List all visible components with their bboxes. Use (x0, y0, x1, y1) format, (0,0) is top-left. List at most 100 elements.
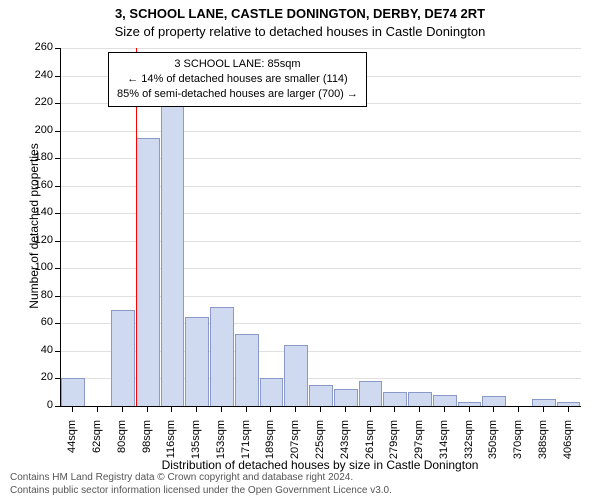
y-tick (55, 268, 60, 269)
annotation-line-3: 85% of semi-detached houses are larger (… (117, 87, 358, 102)
footnote-line-2: Contains public sector information licen… (10, 485, 590, 498)
footnote: Contains HM Land Registry data © Crown c… (10, 472, 590, 497)
bar (185, 317, 209, 407)
bar (334, 389, 358, 406)
x-tick (543, 407, 544, 412)
x-tick (221, 407, 222, 412)
footnote-line-1: Contains HM Land Registry data © Crown c… (10, 472, 590, 485)
y-tick (55, 213, 60, 214)
y-tick-label: 200 (25, 124, 53, 136)
x-tick-label: 350sqm (487, 420, 499, 468)
x-tick (72, 407, 73, 412)
x-tick-label: 370sqm (512, 420, 524, 468)
x-tick (196, 407, 197, 412)
x-tick (295, 407, 296, 412)
bar (210, 307, 234, 406)
x-tick-label: 116sqm (165, 420, 177, 468)
y-tick-label: 120 (25, 234, 53, 246)
x-tick (171, 407, 172, 412)
x-tick (97, 407, 98, 412)
x-tick (370, 407, 371, 412)
bar (458, 402, 482, 406)
x-tick (394, 407, 395, 412)
x-tick (270, 407, 271, 412)
bar (532, 399, 556, 406)
y-tick-label: 240 (25, 69, 53, 81)
y-tick-label: 60 (25, 316, 53, 328)
x-tick-label: 279sqm (388, 420, 400, 468)
x-tick (493, 407, 494, 412)
y-tick (55, 378, 60, 379)
bar (309, 385, 333, 406)
y-tick (55, 186, 60, 187)
x-tick-label: 388sqm (537, 420, 549, 468)
bar (482, 396, 506, 406)
bar (284, 345, 308, 406)
x-tick (444, 407, 445, 412)
y-tick-label: 20 (25, 371, 53, 383)
x-tick-label: 80sqm (116, 420, 128, 468)
x-tick-label: 243sqm (339, 420, 351, 468)
x-tick-label: 98sqm (141, 420, 153, 468)
bar (111, 310, 135, 406)
y-tick-label: 220 (25, 96, 53, 108)
x-tick-label: 225sqm (314, 420, 326, 468)
x-tick-label: 153sqm (215, 420, 227, 468)
bar (61, 378, 85, 406)
x-tick-label: 261sqm (364, 420, 376, 468)
bar (235, 334, 259, 406)
y-tick-label: 80 (25, 289, 53, 301)
bar (136, 138, 160, 407)
bar (433, 395, 457, 406)
x-tick (246, 407, 247, 412)
bar (161, 106, 185, 406)
bar (260, 378, 284, 406)
y-tick (55, 406, 60, 407)
bar (383, 392, 407, 406)
x-tick-label: 189sqm (264, 420, 276, 468)
x-tick-label: 44sqm (66, 420, 78, 468)
y-tick (55, 323, 60, 324)
x-tick (419, 407, 420, 412)
annotation-line-1: 3 SCHOOL LANE: 85sqm (117, 57, 358, 72)
bar (557, 402, 581, 406)
x-tick-label: 62sqm (91, 420, 103, 468)
annotation-box: 3 SCHOOL LANE: 85sqm ← 14% of detached h… (108, 52, 367, 107)
y-tick (55, 48, 60, 49)
x-tick-label: 297sqm (413, 420, 425, 468)
y-tick-label: 0 (25, 399, 53, 411)
y-tick (55, 131, 60, 132)
y-tick-label: 260 (25, 41, 53, 53)
x-tick (147, 407, 148, 412)
x-tick (469, 407, 470, 412)
grid-line (61, 131, 581, 132)
x-tick (320, 407, 321, 412)
y-tick (55, 76, 60, 77)
bar (408, 392, 432, 406)
page-subtitle: Size of property relative to detached ho… (0, 24, 600, 39)
y-tick-label: 180 (25, 151, 53, 163)
annotation-line-2: ← 14% of detached houses are smaller (11… (117, 72, 358, 87)
page-title: 3, SCHOOL LANE, CASTLE DONINGTON, DERBY,… (0, 6, 600, 21)
y-tick (55, 351, 60, 352)
x-tick (122, 407, 123, 412)
y-tick (55, 296, 60, 297)
x-tick (518, 407, 519, 412)
x-tick-label: 207sqm (289, 420, 301, 468)
y-tick (55, 241, 60, 242)
y-tick-label: 160 (25, 179, 53, 191)
x-tick-label: 171sqm (240, 420, 252, 468)
x-tick-label: 332sqm (463, 420, 475, 468)
y-tick-label: 140 (25, 206, 53, 218)
bar (359, 381, 383, 406)
x-tick (345, 407, 346, 412)
x-tick (568, 407, 569, 412)
x-tick-label: 314sqm (438, 420, 450, 468)
y-tick (55, 103, 60, 104)
y-tick-label: 40 (25, 344, 53, 356)
x-tick-label: 135sqm (190, 420, 202, 468)
y-tick (55, 158, 60, 159)
grid-line (61, 48, 581, 49)
x-tick-label: 406sqm (562, 420, 574, 468)
y-tick-label: 100 (25, 261, 53, 273)
